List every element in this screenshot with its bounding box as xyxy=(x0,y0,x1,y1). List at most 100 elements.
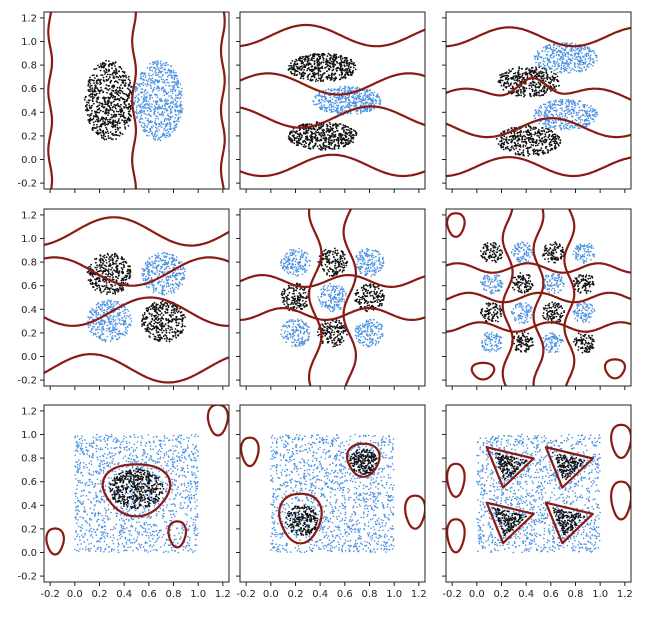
point xyxy=(120,67,123,70)
point xyxy=(336,101,338,104)
point xyxy=(587,54,590,57)
point xyxy=(102,110,104,113)
point xyxy=(317,139,319,142)
point xyxy=(151,61,154,64)
point xyxy=(324,96,327,98)
point xyxy=(108,121,111,123)
point xyxy=(296,65,298,68)
point xyxy=(574,58,576,60)
point xyxy=(94,284,97,286)
point xyxy=(290,66,293,69)
point xyxy=(315,134,317,137)
cluster-blue-1 xyxy=(141,251,186,296)
point xyxy=(577,66,579,68)
point xyxy=(114,97,116,99)
point xyxy=(105,287,107,289)
point xyxy=(309,69,312,71)
point xyxy=(163,89,165,92)
point xyxy=(123,101,125,103)
point xyxy=(104,111,107,113)
point xyxy=(570,69,572,72)
point xyxy=(573,69,576,71)
point xyxy=(574,118,577,121)
point xyxy=(143,96,145,98)
point xyxy=(333,131,335,133)
point xyxy=(562,48,565,50)
point xyxy=(519,73,521,76)
point xyxy=(541,67,544,70)
point xyxy=(144,96,147,98)
point xyxy=(569,100,571,103)
point xyxy=(100,291,103,294)
point xyxy=(588,62,591,65)
point xyxy=(111,67,113,70)
point xyxy=(550,68,553,70)
point xyxy=(147,83,149,86)
point xyxy=(105,116,108,119)
point xyxy=(344,141,347,144)
point xyxy=(103,256,106,259)
point xyxy=(105,138,108,141)
point xyxy=(563,125,565,127)
point xyxy=(307,78,309,81)
point xyxy=(98,79,101,82)
point xyxy=(522,86,524,89)
point xyxy=(551,79,554,81)
point xyxy=(508,139,510,141)
point xyxy=(165,98,167,100)
point xyxy=(179,97,181,100)
point xyxy=(303,144,306,146)
cluster-black-3 xyxy=(495,124,562,157)
point xyxy=(573,103,576,105)
point xyxy=(576,102,579,105)
point xyxy=(303,132,305,135)
point xyxy=(101,136,103,139)
point xyxy=(553,125,555,128)
point xyxy=(539,133,542,135)
point xyxy=(89,93,92,96)
point xyxy=(171,88,174,91)
point xyxy=(563,65,565,67)
point xyxy=(577,47,580,49)
point xyxy=(143,107,145,109)
point xyxy=(290,140,293,143)
point xyxy=(169,118,171,121)
point xyxy=(141,126,143,128)
point xyxy=(525,87,528,90)
point xyxy=(516,144,519,147)
point xyxy=(141,110,143,112)
point xyxy=(537,55,540,57)
point xyxy=(138,99,140,101)
point xyxy=(318,61,321,64)
point xyxy=(137,83,139,86)
point xyxy=(320,126,322,129)
point xyxy=(336,91,339,94)
point xyxy=(554,64,556,67)
point xyxy=(318,92,321,94)
point xyxy=(327,129,330,132)
point xyxy=(552,46,555,49)
point xyxy=(322,61,325,64)
point xyxy=(325,89,327,92)
point xyxy=(361,102,363,104)
point xyxy=(588,122,591,124)
point xyxy=(528,132,531,134)
point xyxy=(322,100,324,102)
point xyxy=(160,76,162,78)
point xyxy=(157,62,160,64)
point xyxy=(148,74,150,77)
point xyxy=(329,109,331,112)
point xyxy=(113,262,115,265)
point xyxy=(331,90,334,92)
point xyxy=(329,54,331,56)
point xyxy=(330,139,333,142)
point xyxy=(313,71,316,74)
point xyxy=(550,121,553,124)
point xyxy=(143,130,146,133)
point xyxy=(366,90,369,93)
point xyxy=(501,79,504,82)
point xyxy=(161,100,163,103)
point xyxy=(167,265,170,268)
point xyxy=(521,74,524,76)
point xyxy=(147,103,150,106)
